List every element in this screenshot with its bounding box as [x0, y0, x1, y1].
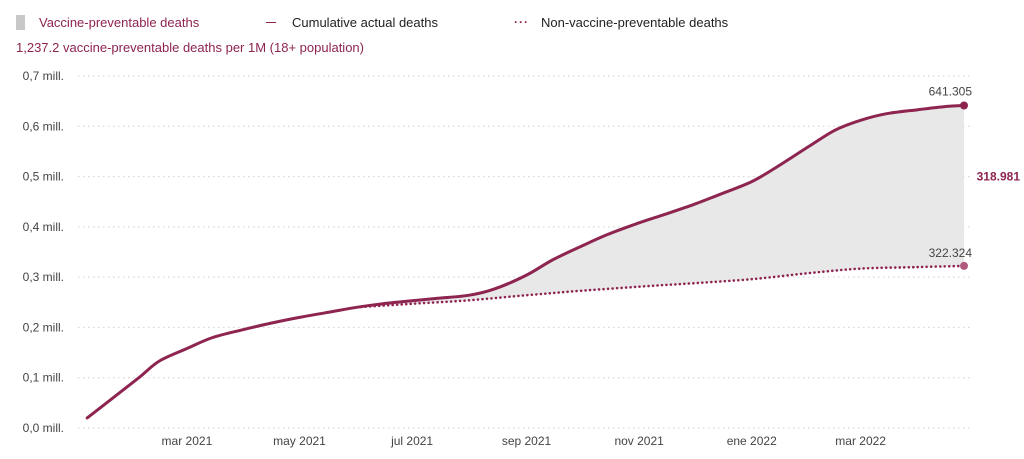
end-point-non-vaccine-preventable — [960, 261, 968, 270]
y-tick-label: 0,4 mill. — [23, 220, 64, 234]
end-point-actual-deaths — [960, 101, 968, 110]
chart-legend: Vaccine-preventable deaths Cumulative ac… — [16, 12, 1016, 32]
y-tick-label: 0,7 mill. — [23, 69, 64, 83]
x-tick-label: jul 2021 — [390, 434, 433, 448]
y-tick-label: 0,0 mill. — [23, 421, 64, 435]
x-tick-label: ene 2022 — [727, 434, 777, 448]
y-tick-label: 0,2 mill. — [23, 320, 64, 334]
y-tick-label: 0,3 mill. — [23, 270, 64, 284]
legend-solid-line-swatch — [266, 21, 276, 23]
end-label-non-vaccine-preventable: 322.324 — [929, 246, 973, 260]
end-label-actual-deaths: 641.305 — [929, 85, 973, 99]
chart-subtitle: 1,237.2 vaccine-preventable deaths per 1… — [16, 40, 364, 55]
x-tick-label: sep 2021 — [502, 434, 552, 448]
legend-label-vaccine-preventable: Vaccine-preventable deaths — [39, 14, 200, 30]
x-tick-label: mar 2021 — [162, 434, 213, 448]
vaccine-preventable-area — [356, 105, 964, 308]
legend-item-non-vaccine-preventable[interactable]: ··· Non-vaccine-preventable deaths — [514, 12, 728, 32]
x-tick-label: mar 2022 — [835, 434, 886, 448]
legend-label-actual-deaths: Cumulative actual deaths — [292, 14, 438, 30]
difference-label: 318.981 — [977, 170, 1021, 184]
y-tick-label: 0,1 mill. — [23, 371, 64, 385]
series-line-non-vaccine-preventable — [355, 264, 966, 309]
legend-area-swatch — [16, 14, 25, 30]
legend-dotted-line-swatch: ··· — [514, 15, 529, 29]
y-tick-label: 0,6 mill. — [23, 119, 64, 133]
legend-label-non-vaccine-preventable: Non-vaccine-preventable deaths — [541, 14, 729, 30]
x-tick-label: may 2021 — [273, 434, 326, 448]
y-tick-label: 0,5 mill. — [23, 170, 64, 184]
legend-item-actual-deaths[interactable]: Cumulative actual deaths — [266, 12, 438, 32]
x-tick-label: nov 2021 — [614, 434, 664, 448]
legend-item-vaccine-preventable[interactable]: Vaccine-preventable deaths — [16, 12, 199, 32]
series-line-actual-deaths — [85, 104, 966, 420]
